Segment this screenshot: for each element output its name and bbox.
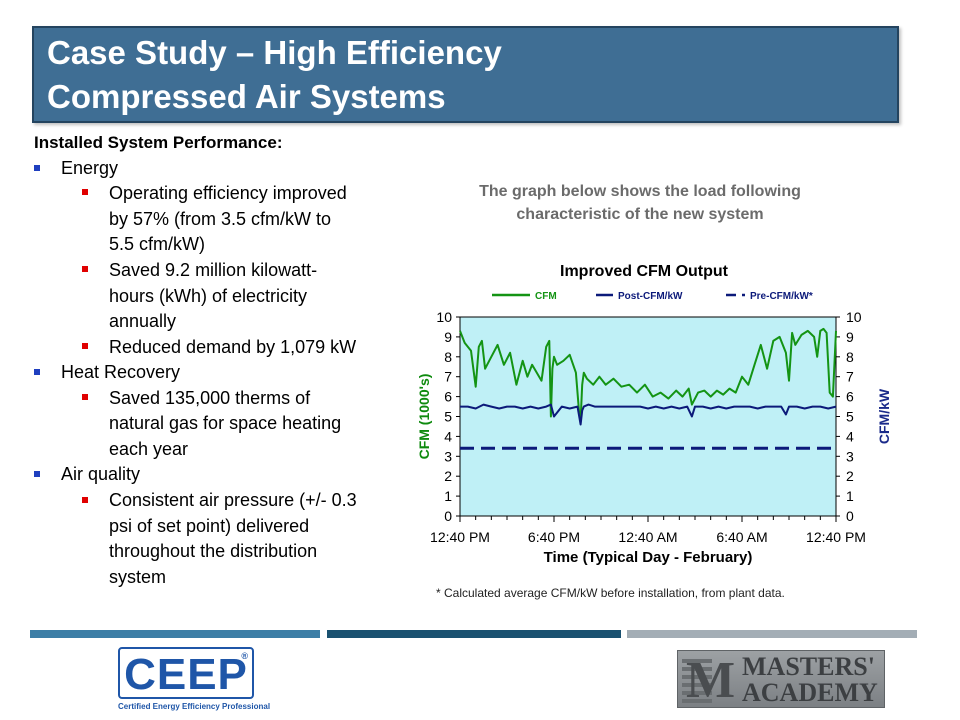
y-tick-label: 2 <box>444 468 452 484</box>
x-tick-label: 6:40 PM <box>528 529 580 545</box>
masters-academy-logo: M MASTERS' ACADEMY <box>677 650 885 708</box>
y2-tick-label: 1 <box>846 488 854 504</box>
legend-label: Post-CFM/kW <box>618 291 683 302</box>
slide-title-line-1: Case Study – High Efficiency <box>47 34 502 71</box>
y-tick-label: 0 <box>444 508 452 524</box>
logo-monogram: M <box>686 652 736 709</box>
y2-tick-label: 9 <box>846 329 854 345</box>
chart-caption: The graph below shows the load following… <box>440 180 840 226</box>
ceep-tagline: Certified Energy Efficiency Professional <box>118 702 271 711</box>
bullet-heat-line-1: Saved 135,000 therms of <box>109 388 311 408</box>
y2-tick-label: 2 <box>846 468 854 484</box>
sub-bullet-marker <box>82 394 88 400</box>
y2-tick-label: 6 <box>846 389 854 405</box>
bullet-marker <box>34 369 40 375</box>
bullet-energy-kwh-line-2: hours (kWh) of electricity <box>109 286 308 306</box>
bullet-energy-efficiency-line-3: 5.5 cfm/kW) <box>109 234 206 254</box>
bullet-air-quality: Air quality <box>61 464 141 484</box>
footer-bar-left <box>30 630 320 638</box>
legend-label: Pre-CFM/kW* <box>750 291 813 302</box>
ceep-logo: CEEP ® Certified Energy Efficiency Profe… <box>118 647 270 711</box>
y2-tick-label: 0 <box>846 508 854 524</box>
bullet-heat-line-3: each year <box>109 439 189 459</box>
y-tick-label: 6 <box>444 389 452 405</box>
series-line-cfm <box>459 327 837 422</box>
chart-caption-line-1: The graph below shows the load following <box>479 183 801 200</box>
bullet-air-line-4: system <box>109 567 167 587</box>
y2-tick-label: 8 <box>846 349 854 365</box>
footer-bar-right <box>627 630 917 638</box>
sub-bullet-marker <box>82 189 88 195</box>
legend-label: CFM <box>535 291 557 302</box>
bullet-energy-kwh-line-3: annually <box>109 311 177 331</box>
y-tick-label: 9 <box>444 329 452 345</box>
bullet-air-line-1: Consistent air pressure (+/- 0.3 <box>109 490 357 510</box>
ceep-logo-box: CEEP ® <box>118 647 254 699</box>
bullet-energy-demand: Reduced demand by 1,079 kW <box>109 337 357 357</box>
logo-stripes <box>682 659 712 703</box>
chart-caption-line-2: characteristic of the new system <box>516 206 764 223</box>
bullet-heat-recovery: Heat Recovery <box>61 362 181 382</box>
y-tick-label: 1 <box>444 488 452 504</box>
y2-tick-label: 10 <box>846 309 862 325</box>
bullet-energy-efficiency-line-1: Operating efficiency improved <box>109 183 347 203</box>
y-axis-label: CFM (1000's) <box>416 374 432 460</box>
bullet-energy: Energy <box>61 158 119 178</box>
plot-area <box>459 316 837 517</box>
bullet-heat-line-2: natural gas for space heating <box>109 413 342 433</box>
x-axis-label: Time (Typical Day - February) <box>544 549 753 566</box>
x-tick-label: 12:40 PM <box>430 529 490 545</box>
y-tick-label: 5 <box>444 409 452 425</box>
y2-tick-label: 5 <box>846 409 854 425</box>
chart-title: Improved CFM Output <box>560 263 729 280</box>
bullet-air-line-2: psi of set point) delivered <box>109 516 310 536</box>
y-tick-label: 10 <box>436 309 452 325</box>
bullet-marker <box>34 165 40 171</box>
x-tick-label: 12:40 AM <box>618 529 677 545</box>
y2-tick-label: 3 <box>846 448 854 464</box>
x-tick-label: 12:40 PM <box>806 529 866 545</box>
y-tick-label: 8 <box>444 349 452 365</box>
ceep-logo-text: CEEP <box>124 650 248 699</box>
y-tick-label: 4 <box>444 428 452 444</box>
footer-bar-middle <box>327 630 621 638</box>
registered-mark: ® <box>241 651 249 661</box>
y2-axis-label: CFM/kW <box>876 388 890 444</box>
y-tick-label: 3 <box>444 448 452 464</box>
slide-title-line-2: Compressed Air Systems <box>47 78 446 115</box>
y-tick-label: 7 <box>444 369 452 385</box>
y2-tick-label: 7 <box>846 369 854 385</box>
bullet-air-line-3: throughout the distribution <box>109 541 318 561</box>
masters-logo-line-2: ACADEMY <box>742 678 878 707</box>
series-line-post-cfm-kw <box>460 403 837 426</box>
slide-title-box: Case Study – High Efficiency Compressed … <box>32 26 899 123</box>
bullet-marker <box>34 471 40 477</box>
masters-logo-line-1: MASTERS' <box>742 652 875 681</box>
sub-bullet-marker <box>82 343 88 349</box>
bullet-energy-efficiency-line-2: by 57% (from 3.5 cfm/kW to <box>109 209 332 229</box>
sub-bullet-marker <box>82 266 88 272</box>
bullet-energy-kwh-line-1: Saved 9.2 million kilowatt- <box>109 260 318 280</box>
sub-bullet-marker <box>82 497 88 503</box>
x-tick-label: 6:40 AM <box>716 529 767 545</box>
chart-footnote: * Calculated average CFM/kW before insta… <box>436 586 785 600</box>
section-heading: Installed System Performance: <box>34 133 283 152</box>
y2-tick-label: 4 <box>846 428 854 444</box>
